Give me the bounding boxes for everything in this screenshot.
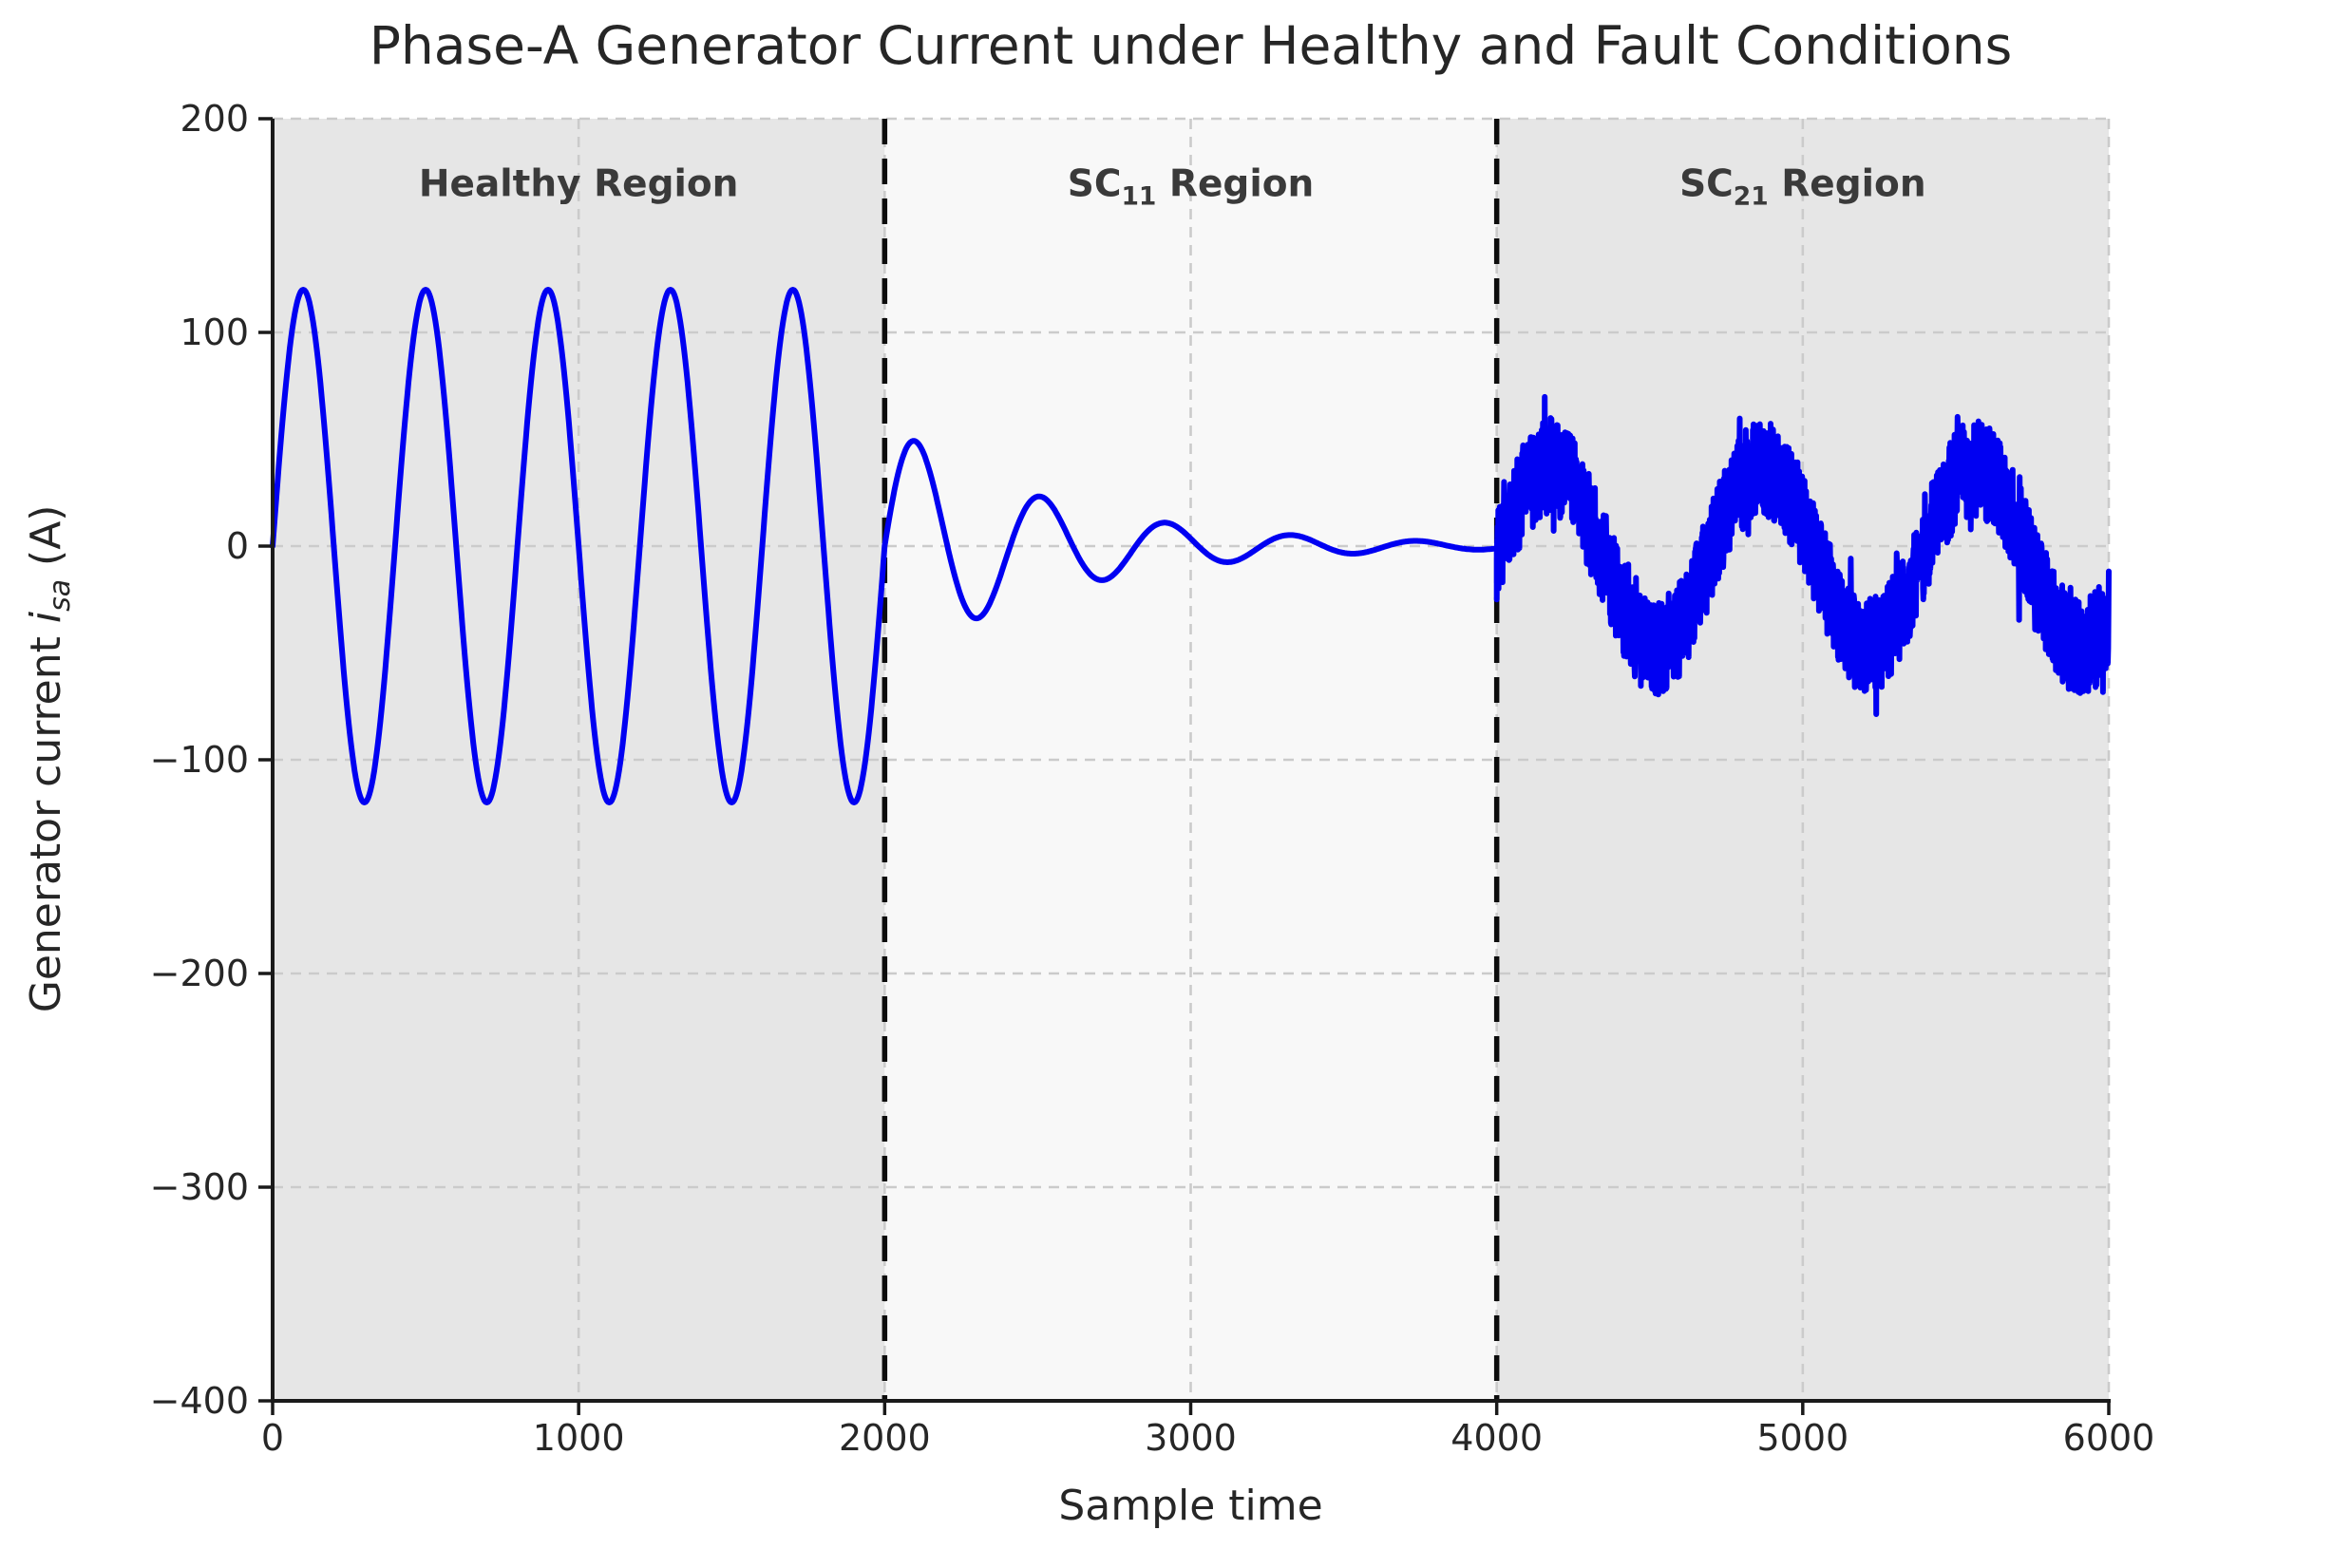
y-axis-label-text: Generator current	[22, 623, 71, 1013]
y-axis-label: Generator current isa (A)	[22, 355, 77, 1162]
region-label-sc11: SC11 Region	[1068, 163, 1315, 212]
region-label-sc11-text: SC	[1067, 162, 1122, 206]
y-axis-label-variable: i	[22, 611, 71, 624]
x-tick-label-2000: 2000	[838, 1417, 931, 1459]
region-label-sc21-sub: 21	[1733, 181, 1769, 212]
region-label-sc21-text: SC	[1679, 162, 1734, 206]
x-tick-label-3000: 3000	[1145, 1417, 1237, 1459]
x-tick-label-0: 0	[260, 1417, 285, 1459]
y-axis-label-unit: (A)	[22, 504, 71, 579]
region-label-sc11-suffix: Region	[1156, 162, 1315, 206]
current-waveform	[270, 287, 2112, 805]
chart-title: Phase-A Generator Current under Healthy …	[369, 15, 2013, 76]
region-label-sc21-suffix: Region	[1768, 162, 1926, 206]
x-tick-label-1000: 1000	[532, 1417, 625, 1459]
y-tick-label-0: 0	[225, 525, 249, 567]
y-tick-label-200: 200	[180, 98, 249, 140]
x-tick-label-6000: 6000	[2062, 1417, 2155, 1459]
y-tick-label-m400: −400	[149, 1380, 249, 1422]
x-tick-label-5000: 5000	[1756, 1417, 1849, 1459]
y-tick-label-100: 100	[180, 312, 249, 353]
x-axis-label: Sample time	[1058, 1482, 1323, 1530]
region-label-sc21: SC21 Region	[1679, 163, 1926, 212]
y-tick-label-m300: −300	[149, 1166, 249, 1208]
region-label-sc11-sub: 11	[1121, 181, 1157, 212]
y-axis-label-subscript: sa	[43, 578, 77, 612]
x-tick-label-4000: 4000	[1450, 1417, 1544, 1459]
y-tick-label-m200: −200	[149, 953, 249, 994]
region-label-healthy: Healthy Region	[419, 163, 739, 212]
y-tick-label-m100: −100	[149, 739, 249, 781]
region-label-healthy-text: Healthy Region	[418, 162, 739, 206]
